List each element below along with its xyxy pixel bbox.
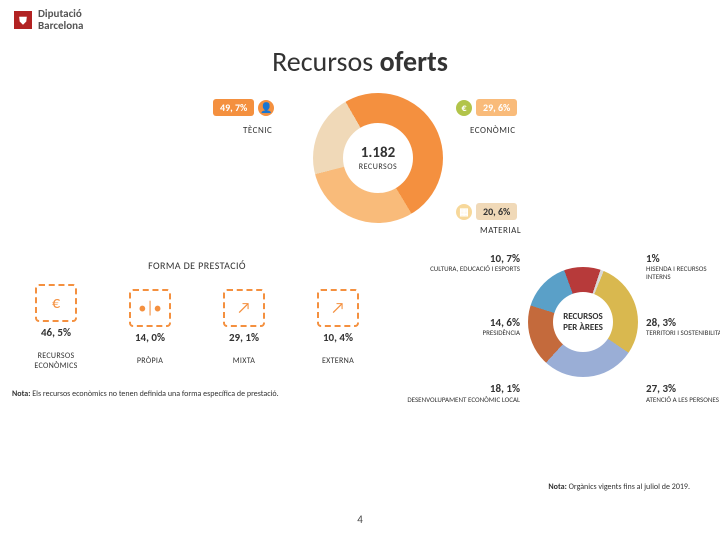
- forma-note-text: Els recursos econòmics no tenen definida…: [30, 389, 278, 399]
- forma-label: EXTERNA: [297, 356, 379, 366]
- arees-label: 14, 6%PRESIDÈNCIA: [400, 317, 520, 337]
- forma-note-bold: Nota:: [12, 389, 30, 399]
- euro-icon: €: [456, 100, 472, 116]
- arees-label: 1%HISENDA I RECURSOS INTERNS: [646, 253, 720, 280]
- pill-material: 20, 6%: [476, 203, 517, 220]
- bottom-section: FORMA DE PRESTACIÓ € 46, 5% RECURSOS ECO…: [0, 259, 720, 439]
- forma-icon: ↗: [317, 289, 359, 327]
- person-icon: 👤: [258, 100, 274, 116]
- donut-main-label: RECURSOS: [359, 162, 397, 172]
- forma-pct: 29, 1%: [203, 331, 285, 344]
- title-bold: oferts: [380, 44, 448, 79]
- forma-row: € 46, 5% RECURSOS ECONÒMICS •|• 14, 0% P…: [12, 284, 382, 371]
- label-material: MATERIAL: [480, 225, 521, 236]
- forma-icon: ↗: [223, 289, 265, 327]
- forma-item: •|• 14, 0% PRÒPIA: [109, 289, 191, 366]
- forma-icon: •|•: [129, 289, 171, 327]
- page-title: Recursos oferts: [0, 44, 720, 79]
- forma-item: ↗ 10, 4% EXTERNA: [297, 289, 379, 366]
- donut-main-center: 1.182 RECURSOS: [343, 123, 413, 193]
- forma-title: FORMA DE PRESTACIÓ: [12, 259, 382, 272]
- brand-text: Diputació Barcelona: [38, 8, 83, 32]
- donut-main-section: 1.182 RECURSOS 49, 7% 👤 TÈCNIC € 29, 6% …: [0, 93, 720, 253]
- arees-center-l2: PER ÀREES: [563, 322, 603, 333]
- donut-main-value: 1.182: [361, 144, 395, 162]
- note2-bold: Nota:: [548, 482, 566, 492]
- note2: Nota: Orgànics vigents fins al juliol de…: [548, 482, 690, 492]
- header: ⛊ Diputació Barcelona: [0, 0, 720, 40]
- badge-tecnic: 49, 7% 👤: [213, 99, 274, 116]
- arees-label: 18, 1%DESENVOLUPAMENT ECONÒMIC LOCAL: [400, 383, 520, 403]
- brand-logo: ⛊: [14, 11, 32, 29]
- forma-item: ↗ 29, 1% MIXTA: [203, 289, 285, 366]
- label-tecnic: TÈCNIC: [243, 125, 272, 136]
- label-economic: ECONÒMIC: [470, 125, 516, 136]
- forma-pct: 46, 5%: [15, 326, 97, 339]
- note2-text: Orgànics vigents fins al juliol de 2019.: [567, 482, 690, 492]
- forma-label: PRÒPIA: [109, 356, 191, 366]
- forma-icon: €: [35, 284, 77, 322]
- arees-panel: RECURSOS PER ÀREES 10, 7%CULTURA, EDUCAC…: [400, 259, 708, 439]
- title-light: Recursos: [272, 44, 379, 79]
- forma-note: Nota: Els recursos econòmics no tenen de…: [12, 389, 382, 399]
- pill-economic: 29, 6%: [476, 99, 517, 116]
- badge-economic: € 29, 6%: [456, 99, 517, 116]
- forma-item: € 46, 5% RECURSOS ECONÒMICS: [15, 284, 97, 371]
- forma-label: RECURSOS ECONÒMICS: [15, 351, 97, 371]
- pill-tecnic: 49, 7%: [213, 99, 254, 116]
- material-icon: ▦: [456, 204, 472, 220]
- donut-arees-center: RECURSOS PER ÀREES: [553, 292, 613, 352]
- brand-line2: Barcelona: [38, 20, 83, 32]
- page-number: 4: [357, 513, 363, 526]
- arees-label: 28, 3%TERRITORI I SOSTENIBILITAT: [646, 317, 720, 337]
- forma-label: MIXTA: [203, 356, 285, 366]
- forma-pct: 14, 0%: [109, 331, 191, 344]
- forma-pct: 10, 4%: [297, 331, 379, 344]
- forma-panel: FORMA DE PRESTACIÓ € 46, 5% RECURSOS ECO…: [12, 259, 382, 439]
- badge-material: ▦ 20, 6%: [456, 203, 517, 220]
- arees-center-l1: RECURSOS: [563, 311, 603, 322]
- arees-label: 27, 3%ATENCIÓ A LES PERSONES: [646, 383, 720, 403]
- arees-label: 10, 7%CULTURA, EDUCACIÓ I ESPORTS: [400, 253, 520, 273]
